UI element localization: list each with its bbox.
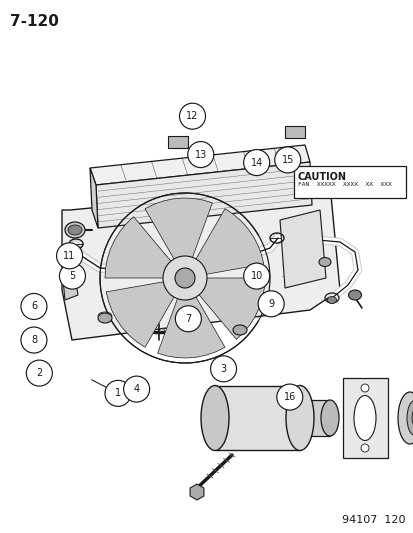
Ellipse shape [285,385,313,450]
Polygon shape [90,145,309,185]
Polygon shape [145,198,212,262]
Ellipse shape [201,385,228,450]
Polygon shape [190,484,204,500]
Polygon shape [157,294,224,358]
Text: 3: 3 [220,364,226,374]
Text: 9: 9 [268,299,273,309]
Ellipse shape [348,290,361,300]
Circle shape [163,256,206,300]
Ellipse shape [65,222,85,238]
Polygon shape [342,378,387,458]
Ellipse shape [397,392,413,444]
Circle shape [360,384,368,392]
Text: 8: 8 [31,335,37,345]
Polygon shape [168,136,188,148]
Ellipse shape [320,400,338,436]
Circle shape [276,384,302,410]
Text: 7-120: 7-120 [10,14,59,29]
Circle shape [274,147,300,173]
Text: 6: 6 [31,302,37,311]
Circle shape [123,376,149,402]
Ellipse shape [406,400,413,435]
Polygon shape [105,217,173,278]
Polygon shape [299,400,329,436]
Text: 94107  120: 94107 120 [342,515,405,525]
Circle shape [21,327,47,353]
Circle shape [188,142,213,167]
Circle shape [243,150,269,175]
Ellipse shape [318,257,330,266]
Text: CAUTION: CAUTION [297,172,346,182]
Circle shape [258,291,283,317]
Polygon shape [63,275,78,300]
Text: FAN  XXXXX  XXXX  XX  XXX: FAN XXXXX XXXX XX XXX [297,182,391,187]
Text: 5: 5 [69,271,76,281]
Text: 15: 15 [281,155,293,165]
Polygon shape [106,281,176,348]
Text: 4: 4 [133,384,139,394]
Text: 12: 12 [186,111,198,121]
Text: 10: 10 [250,271,262,281]
Polygon shape [214,386,299,450]
Circle shape [243,263,269,289]
Polygon shape [279,210,325,288]
Circle shape [179,103,205,129]
Ellipse shape [68,225,82,235]
Text: 7: 7 [185,314,191,324]
Ellipse shape [98,313,112,323]
Circle shape [210,356,236,382]
Ellipse shape [411,408,413,428]
Circle shape [175,268,195,288]
Ellipse shape [353,395,375,440]
Ellipse shape [327,296,336,303]
Text: 2: 2 [36,368,43,378]
Circle shape [105,381,131,406]
Polygon shape [62,185,339,340]
Polygon shape [194,209,263,275]
Circle shape [21,294,47,319]
Text: 13: 13 [194,150,206,159]
Circle shape [175,306,201,332]
Polygon shape [96,162,311,228]
Text: 14: 14 [250,158,262,167]
Ellipse shape [233,325,247,335]
FancyBboxPatch shape [293,166,405,198]
Text: 1: 1 [115,389,121,398]
Polygon shape [196,278,264,340]
Polygon shape [284,126,304,138]
Circle shape [360,444,368,452]
Circle shape [26,360,52,386]
Circle shape [59,263,85,289]
Text: 11: 11 [63,251,76,261]
Text: 16: 16 [283,392,295,402]
Circle shape [57,243,82,269]
Polygon shape [90,168,98,228]
